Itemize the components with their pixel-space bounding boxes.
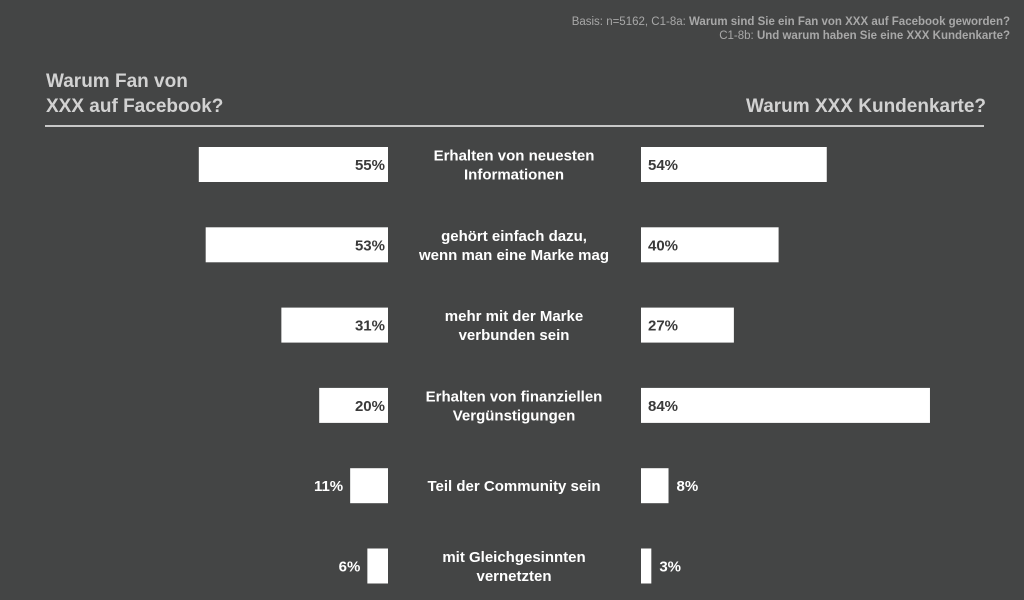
category-label: Teil der Community sein bbox=[427, 478, 600, 495]
basis-line-1: Basis: n=5162, C1-8a: Warum sind Sie ein… bbox=[572, 15, 1010, 29]
category-label: wenn man eine Marke mag bbox=[418, 247, 609, 264]
category-label: mit Gleichgesinnten bbox=[442, 549, 585, 566]
left-bar bbox=[367, 548, 388, 584]
right-bar bbox=[641, 468, 669, 504]
basis-prefix-2: C1-8b: bbox=[719, 30, 757, 42]
right-value-label: 3% bbox=[659, 559, 681, 576]
basis-question-2: Und warum haben Sie eine XXX Kundenkarte… bbox=[756, 30, 1010, 42]
left-bar bbox=[198, 147, 388, 182]
category-label: verbunden sein bbox=[459, 327, 570, 344]
left-chart-title: Warum Fan von XXX auf Facebook? bbox=[46, 69, 223, 119]
basis-line-2: C1-8b: Und warum haben Sie eine XXX Kund… bbox=[572, 29, 1010, 43]
left-bar bbox=[281, 307, 388, 343]
left-value-label: 53% bbox=[355, 237, 385, 254]
right-chart-title: Warum XXX Kundenkarte? bbox=[745, 96, 986, 117]
left-title-line-2: XXX auf Facebook? bbox=[46, 96, 224, 117]
category-label: Erhalten von finanziellen bbox=[426, 388, 603, 405]
right-bar bbox=[641, 227, 779, 263]
right-bar bbox=[641, 387, 930, 423]
left-value-label: 31% bbox=[355, 318, 385, 335]
right-bar bbox=[641, 307, 734, 343]
right-value-label: 84% bbox=[648, 398, 678, 415]
left-value-label: 11% bbox=[314, 478, 343, 495]
basis-prefix: Basis: n=5162, C1-8a: bbox=[571, 16, 689, 28]
right-bar bbox=[641, 147, 827, 182]
category-label: vernetzten bbox=[476, 568, 551, 585]
category-label: Erhalten von neuesten bbox=[434, 148, 595, 165]
category-label: Vergünstigungen bbox=[453, 407, 576, 424]
left-value-label: 20% bbox=[355, 398, 385, 415]
right-value-label: 54% bbox=[648, 157, 678, 174]
category-label: gehört einfach dazu, bbox=[441, 228, 587, 245]
left-value-label: 55% bbox=[355, 157, 385, 174]
category-label: mehr mit der Marke bbox=[445, 308, 583, 325]
basis-note: Basis: n=5162, C1-8a: Warum sind Sie ein… bbox=[572, 15, 1010, 43]
category-label: Informationen bbox=[464, 167, 564, 184]
right-value-label: 8% bbox=[677, 478, 699, 495]
title-divider bbox=[45, 125, 984, 127]
right-value-label: 27% bbox=[648, 318, 678, 335]
basis-question-1: Warum sind Sie ein Fan von XXX auf Faceb… bbox=[689, 16, 1010, 28]
right-value-label: 40% bbox=[648, 237, 678, 254]
left-title-line-1: Warum Fan von bbox=[46, 71, 188, 92]
right-bar bbox=[641, 548, 652, 584]
left-value-label: 6% bbox=[339, 559, 361, 576]
left-bar bbox=[319, 387, 388, 423]
left-bar bbox=[205, 227, 388, 263]
left-bar bbox=[350, 468, 388, 504]
